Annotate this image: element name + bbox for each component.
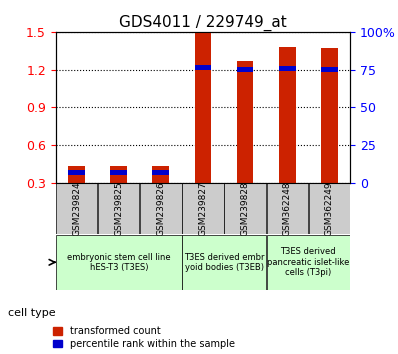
Bar	[321, 48, 338, 183]
Legend: transformed count, percentile rank within the sample: transformed count, percentile rank withi…	[53, 326, 235, 349]
Bar	[110, 166, 127, 183]
FancyBboxPatch shape	[140, 183, 181, 234]
FancyBboxPatch shape	[267, 235, 350, 290]
Bar	[110, 170, 127, 175]
FancyBboxPatch shape	[98, 183, 139, 234]
Text: GSM239826: GSM239826	[156, 181, 166, 236]
Bar	[237, 61, 254, 183]
Text: embryonic stem cell line
hES-T3 (T3ES): embryonic stem cell line hES-T3 (T3ES)	[67, 253, 171, 272]
Text: cell type: cell type	[8, 308, 56, 318]
Text: T3ES derived embr
yoid bodies (T3EB): T3ES derived embr yoid bodies (T3EB)	[184, 253, 264, 272]
Bar	[195, 33, 211, 183]
Bar	[152, 166, 169, 183]
Text: GSM239824: GSM239824	[72, 181, 81, 236]
Bar	[68, 170, 85, 175]
FancyBboxPatch shape	[182, 235, 266, 290]
Bar	[279, 66, 296, 71]
FancyBboxPatch shape	[267, 183, 308, 234]
Text: GSM239825: GSM239825	[114, 181, 123, 236]
Text: GSM239827: GSM239827	[199, 181, 207, 236]
Title: GDS4011 / 229749_at: GDS4011 / 229749_at	[119, 14, 287, 30]
Text: GSM239828: GSM239828	[240, 181, 250, 236]
Bar	[152, 170, 169, 175]
FancyBboxPatch shape	[308, 183, 350, 234]
Text: T3ES derived
pancreatic islet-like
cells (T3pi): T3ES derived pancreatic islet-like cells…	[267, 247, 349, 277]
Bar	[321, 67, 338, 72]
Text: GSM362249: GSM362249	[325, 181, 334, 236]
FancyBboxPatch shape	[56, 235, 181, 290]
FancyBboxPatch shape	[224, 183, 266, 234]
Bar	[195, 64, 211, 69]
FancyBboxPatch shape	[56, 183, 98, 234]
FancyBboxPatch shape	[182, 183, 224, 234]
Bar	[279, 47, 296, 183]
Bar	[237, 67, 254, 72]
Text: GSM362248: GSM362248	[283, 181, 292, 236]
Bar	[68, 166, 85, 183]
